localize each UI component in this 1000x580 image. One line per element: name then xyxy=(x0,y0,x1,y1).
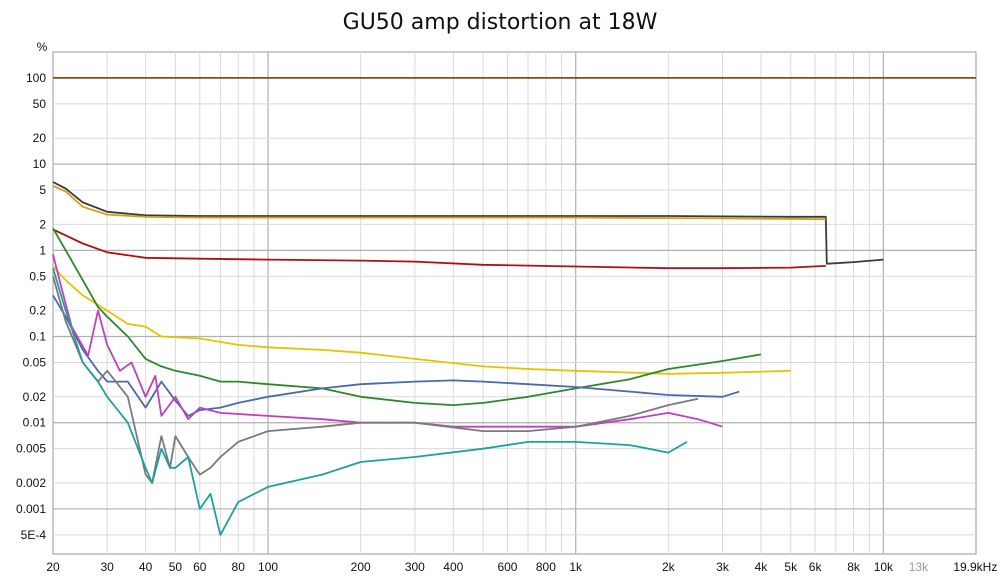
x-tick-label: 1k xyxy=(569,560,583,574)
y-tick-label: 5 xyxy=(39,183,46,197)
x-tick-label: 5k xyxy=(784,560,798,574)
y-axis-label: % xyxy=(37,40,48,54)
x-tick-label: 40 xyxy=(139,560,153,574)
x-tick-label: 10k xyxy=(874,560,894,574)
x-tick-label: 80 xyxy=(232,560,246,574)
y-tick-label: 20 xyxy=(33,131,47,145)
chart-title: GU50 amp distortion at 18W xyxy=(343,10,658,35)
series-line-9 xyxy=(52,276,699,484)
y-tick-label: 0.2 xyxy=(29,304,46,318)
y-tick-label: 0.005 xyxy=(16,442,46,456)
x-tick-label: 19.9kHz xyxy=(953,560,997,574)
y-tick-label: 100 xyxy=(26,71,46,85)
x-tick-label: 50 xyxy=(169,560,183,574)
y-tick-label: 2 xyxy=(39,217,46,231)
x-tick-label: 60 xyxy=(193,560,207,574)
y-tick-label: 50 xyxy=(33,97,47,111)
y-tick-label: 0.02 xyxy=(23,390,47,404)
grid xyxy=(53,52,976,554)
x-tick-label: 400 xyxy=(443,560,463,574)
x-tick-label: 2k xyxy=(662,560,676,574)
y-tick-label: 10 xyxy=(33,157,47,171)
y-tick-label: 0.01 xyxy=(23,416,47,430)
x-tick-label: 800 xyxy=(536,560,556,574)
series-group xyxy=(52,77,976,536)
y-tick-label: 0.5 xyxy=(29,269,46,283)
x-tick-label: 100 xyxy=(258,560,278,574)
x-tick-label: 30 xyxy=(100,560,114,574)
x-tick-label: 6k xyxy=(809,560,823,574)
series-line-5 xyxy=(52,265,791,375)
x-tick-label: 20 xyxy=(46,560,60,574)
x-tick-label: 3k xyxy=(716,560,730,574)
y-tick-label: 0.05 xyxy=(23,355,47,369)
x-tick-label: 4k xyxy=(755,560,769,574)
x-axis-ticks: 20 30 40 50 60 80 100 200 300 400 600 800 1k 2k 3k 4k 5k… xyxy=(46,560,997,574)
x-tick-label: 8k xyxy=(847,560,861,574)
x-tick-label: 200 xyxy=(351,560,371,574)
plot-area xyxy=(52,51,977,555)
series-line-7 xyxy=(52,294,740,417)
y-tick-label: 1 xyxy=(39,243,46,257)
series-line-10 xyxy=(52,267,688,536)
y-tick-label: 0.002 xyxy=(16,476,46,490)
series-line-3 xyxy=(52,184,826,221)
y-tick-label: 0.001 xyxy=(16,502,46,516)
series-line-2 xyxy=(52,181,884,265)
y-tick-label: 5E-4 xyxy=(21,528,47,542)
series-line-4 xyxy=(52,228,826,270)
x-tick-label: 13k xyxy=(909,560,929,574)
y-tick-label: 0.1 xyxy=(29,330,46,344)
y-axis-ticks: 100 50 20 10 5 2 1 0.5 0.2 0.1 0.05 0.02 0.01 0.005 0.… xyxy=(16,71,46,542)
x-tick-label: 600 xyxy=(497,560,517,574)
x-tick-label: 300 xyxy=(405,560,425,574)
series-line-8 xyxy=(52,254,723,428)
